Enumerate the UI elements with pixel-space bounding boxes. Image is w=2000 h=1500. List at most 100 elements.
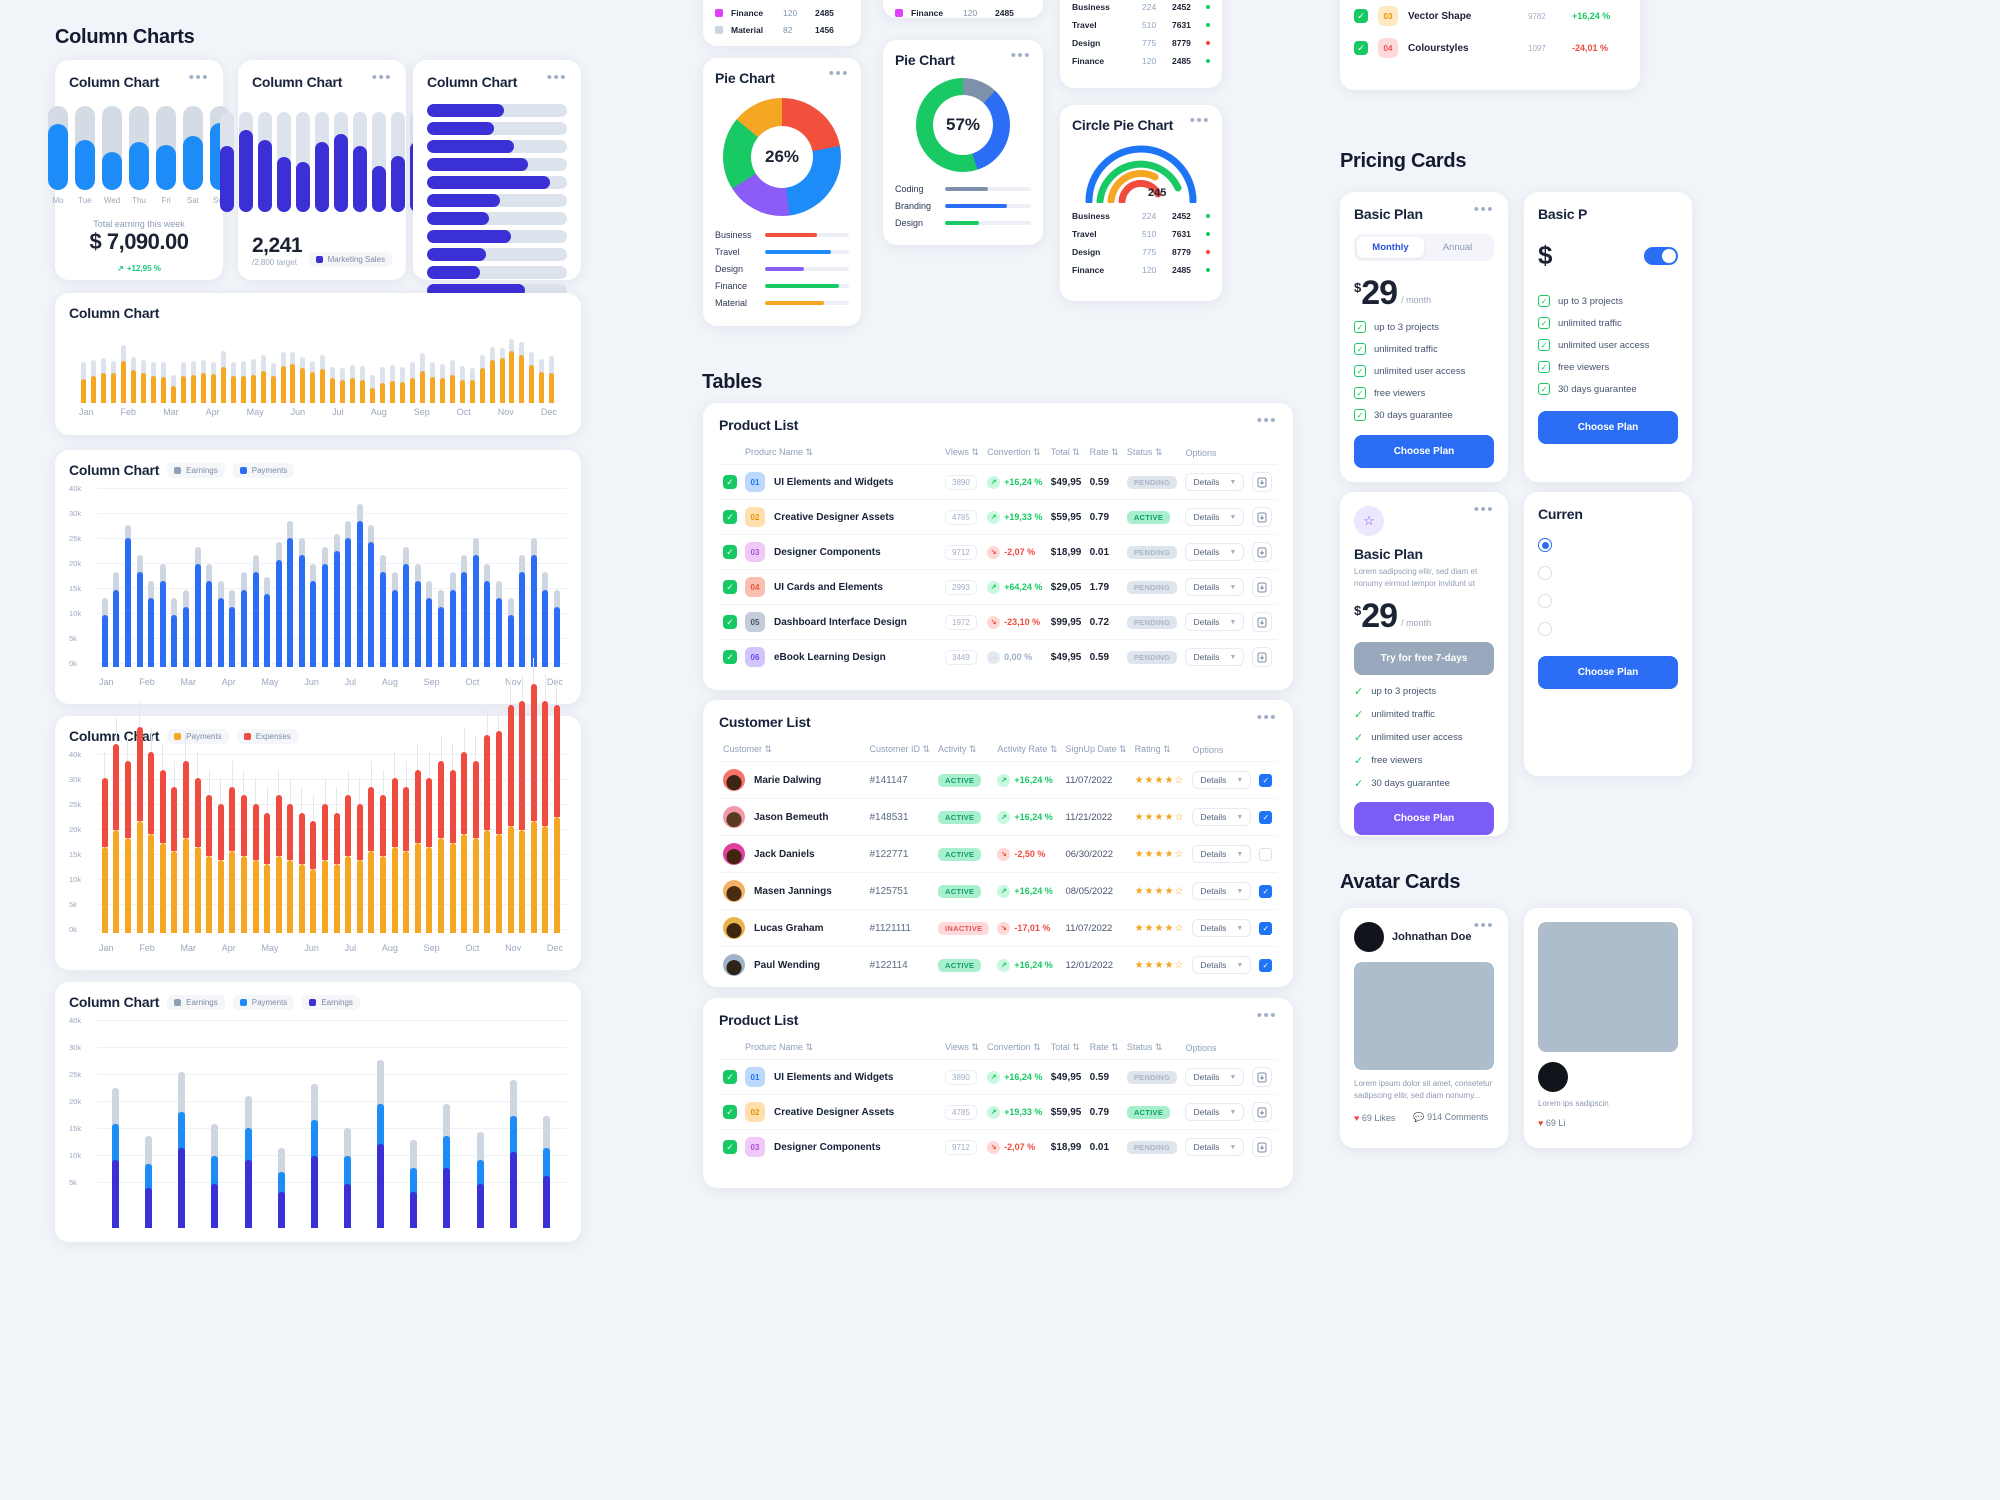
table-row[interactable]: ✓ 05 Dashboard Interface Design 1972 ↘ -23,10… [719,604,1277,640]
details-dropdown[interactable]: Details ▼ [1185,1138,1245,1156]
tab-annual[interactable]: Annual [1442,242,1473,253]
download-button[interactable] [1252,1102,1273,1122]
column-header[interactable]: Rate ⇅ [1089,1042,1119,1052]
choose-plan-button[interactable]: Choose Plan [1538,411,1678,444]
plan-option[interactable] [1538,538,1678,552]
card-menu-icon[interactable]: ••• [828,65,849,82]
details-dropdown[interactable]: Details ▼ [1185,1068,1245,1086]
row-select-checkbox[interactable]: ✓ [1259,810,1273,824]
download-button[interactable] [1252,1067,1273,1087]
row-checkbox[interactable]: ✓ [723,650,737,664]
download-button[interactable] [1252,1137,1273,1157]
column-header[interactable]: Customer ID ⇅ [869,744,931,754]
details-dropdown[interactable]: Details ▼ [1192,882,1252,900]
row-checkbox[interactable]: ✓ [723,580,737,594]
column-header[interactable]: Status ⇅ [1126,447,1163,457]
details-dropdown[interactable]: Details ▼ [1192,771,1252,789]
row-select-checkbox[interactable]: ✓ [1259,884,1273,898]
card-menu-icon[interactable]: ••• [1473,917,1494,934]
row-checkbox[interactable]: ✓ [723,1105,737,1119]
column-header[interactable]: Views ⇅ [945,447,979,457]
download-button[interactable] [1252,577,1273,597]
column-header[interactable]: Options [1185,1042,1217,1053]
radio-button[interactable] [1538,622,1552,636]
column-header[interactable]: Activity Rate ⇅ [997,744,1058,754]
row-select-checkbox[interactable]: ✓ [1259,958,1273,972]
card-menu-icon[interactable]: ••• [371,69,392,86]
row-checkbox[interactable]: ✓ [723,1140,737,1154]
download-button[interactable] [1252,472,1273,492]
table-row[interactable]: Lucas Graham #1121111 INACTIVE ↘ -17,01 % 11/… [719,909,1277,947]
radio-button[interactable] [1538,538,1552,552]
details-dropdown[interactable]: Details ▼ [1185,613,1245,631]
card-menu-icon[interactable]: ••• [1473,501,1494,518]
row-checkbox[interactable]: ✓ [723,615,737,629]
column-header[interactable]: Produrc Name ⇅ [745,1042,814,1052]
column-header[interactable]: Activity ⇅ [938,744,977,754]
column-header[interactable]: Options [1192,744,1224,755]
details-dropdown[interactable]: Details ▼ [1185,578,1245,596]
card-menu-icon[interactable]: ••• [1473,201,1494,218]
download-button[interactable] [1252,507,1273,527]
card-menu-icon[interactable]: ••• [1010,47,1031,64]
details-dropdown[interactable]: Details ▼ [1185,543,1245,561]
row-select-checkbox[interactable]: ✓ [1259,773,1273,787]
table-row[interactable]: ✓ 03 Designer Components 9712 ↘ -2,07 % $18,99… [719,1129,1277,1164]
table-row[interactable]: ✓ 04 UI Cards and Elements 2993 ↗ +64,24 % $29… [719,569,1277,605]
column-header[interactable]: Customer ⇅ [723,744,773,754]
column-header[interactable]: Status ⇅ [1126,1042,1163,1052]
row-select-checkbox[interactable] [1259,847,1273,861]
table-row[interactable]: ✓ 01 UI Elements and Widgets 3890 ↗ +16,24 % $… [719,464,1277,500]
row-checkbox[interactable]: ✓ [723,510,737,524]
details-dropdown[interactable]: Details ▼ [1192,919,1252,937]
details-dropdown[interactable]: Details ▼ [1192,845,1252,863]
plan-option[interactable] [1538,566,1678,580]
card-menu-icon[interactable]: ••• [1189,112,1210,129]
billing-period-toggle[interactable]: Monthly Annual [1354,234,1494,261]
column-header[interactable]: Total ⇅ [1050,1042,1080,1052]
table-row[interactable]: Marie Dalwing #141147 ACTIVE ↗ +16,24 % 11/07… [719,761,1277,799]
plan-option[interactable] [1538,594,1678,608]
download-button[interactable] [1252,542,1273,562]
column-header[interactable]: Produrc Name ⇅ [745,447,814,457]
card-menu-icon[interactable]: ••• [1256,709,1277,726]
column-header[interactable]: SignUp Date ⇅ [1065,744,1127,754]
radio-button[interactable] [1538,594,1552,608]
table-row[interactable]: Jack Daniels #122771 ACTIVE ↘ -2,50 % 06/30/2… [719,835,1277,873]
download-button[interactable] [1252,647,1273,667]
choose-plan-button[interactable]: Choose Plan [1354,802,1494,835]
details-dropdown[interactable]: Details ▼ [1185,508,1245,526]
billing-toggle-switch[interactable] [1644,246,1678,265]
details-dropdown[interactable]: Details ▼ [1192,808,1252,826]
column-header[interactable]: Convertion ⇅ [987,447,1041,457]
details-dropdown[interactable]: Details ▼ [1192,956,1252,974]
table-row[interactable]: Masen Jannings #125751 ACTIVE ↗ +16,24 % 08/0… [719,872,1277,910]
download-button[interactable] [1252,612,1273,632]
tab-monthly[interactable]: Monthly [1357,237,1424,258]
details-dropdown[interactable]: Details ▼ [1185,473,1245,491]
plan-option[interactable] [1538,622,1678,636]
details-dropdown[interactable]: Details ▼ [1185,1103,1245,1121]
details-dropdown[interactable]: Details ▼ [1185,648,1245,666]
row-checkbox[interactable]: ✓ [1354,9,1368,23]
column-header[interactable]: Options [1185,447,1217,458]
table-row[interactable]: ✓ 06 eBook Learning Design 3449 → 0,00 % $49,9… [719,639,1277,674]
choose-plan-button[interactable]: Choose Plan [1354,435,1494,468]
table-row[interactable]: ✓ 02 Creative Designer Assets 4785 ↗ +19,33 %… [719,499,1277,535]
row-checkbox[interactable]: ✓ [723,475,737,489]
card-menu-icon[interactable]: ••• [1256,412,1277,429]
table-row[interactable]: ✓ 02 Creative Designer Assets 4785 ↗ +19,33 %… [719,1094,1277,1130]
row-checkbox[interactable]: ✓ [1354,41,1368,55]
column-header[interactable]: Total ⇅ [1050,447,1080,457]
choose-plan-button[interactable]: Choose Plan [1538,656,1678,689]
column-header[interactable]: Rate ⇅ [1089,447,1119,457]
row-select-checkbox[interactable]: ✓ [1259,921,1273,935]
card-menu-icon[interactable]: ••• [1256,1007,1277,1024]
row-checkbox[interactable]: ✓ [723,1070,737,1084]
card-menu-icon[interactable]: ••• [188,69,209,86]
table-row[interactable]: ✓ 03 Designer Components 9712 ↘ -2,07 % $18,99… [719,534,1277,570]
table-row[interactable]: Paul Wending #122114 ACTIVE ↗ +16,24 % 12/01/… [719,946,1277,983]
table-row[interactable]: ✓ 01 UI Elements and Widgets 3890 ↗ +16,24 % $… [719,1059,1277,1095]
radio-button[interactable] [1538,566,1552,580]
free-trial-button[interactable]: Try for free 7-days [1354,642,1494,675]
